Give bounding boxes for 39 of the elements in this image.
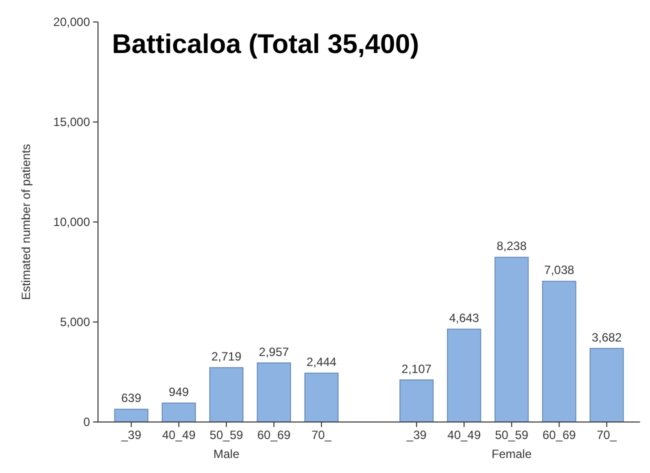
x-tick-label: 40_49 — [162, 428, 196, 442]
x-tick-label: _39 — [406, 428, 427, 442]
x-tick-label: 50_59 — [210, 428, 244, 442]
x-tick-label: 50_59 — [494, 428, 529, 442]
data-label: 8,238 — [496, 239, 527, 254]
y-tick-label: 15,000 — [53, 115, 90, 130]
x-tick-label: 70_ — [311, 428, 332, 442]
bar — [542, 280, 576, 422]
data-label: 2,957 — [258, 344, 290, 359]
data-label: 2,719 — [211, 350, 242, 364]
y-tick-label: 0 — [83, 415, 90, 430]
chart-title: Batticaloa (Total 35,400) — [112, 29, 420, 59]
bar — [256, 362, 291, 422]
data-label: 949 — [168, 385, 190, 400]
text: Male — [213, 447, 240, 461]
data-label: 2,444 — [306, 355, 337, 370]
data-label: 3,682 — [592, 330, 622, 344]
x-tick-label: 60_69 — [257, 428, 291, 442]
data-label: 7,038 — [544, 263, 575, 278]
bar — [304, 372, 338, 422]
bar — [590, 348, 624, 422]
data-label: 2,107 — [402, 362, 432, 376]
data-label: 4,643 — [449, 311, 480, 326]
bar — [209, 367, 244, 422]
y-tick-label: 5,000 — [60, 315, 90, 330]
y-axis-title: Estimated number of patients — [19, 144, 33, 300]
data-label: 639 — [121, 391, 142, 406]
x-tick-label: _39 — [120, 428, 142, 442]
bar — [114, 408, 148, 422]
x-tick-label: 60_69 — [542, 428, 576, 442]
bar — [494, 256, 529, 422]
y-tick-label: 20,000 — [53, 15, 90, 30]
text: Female — [492, 447, 532, 461]
bar — [447, 328, 482, 422]
x-tick-label: 40_49 — [447, 428, 482, 442]
y-tick-label: 10,000 — [53, 215, 90, 230]
bar — [162, 402, 196, 422]
x-tick-label: 70_ — [596, 428, 618, 442]
bar — [400, 379, 434, 422]
